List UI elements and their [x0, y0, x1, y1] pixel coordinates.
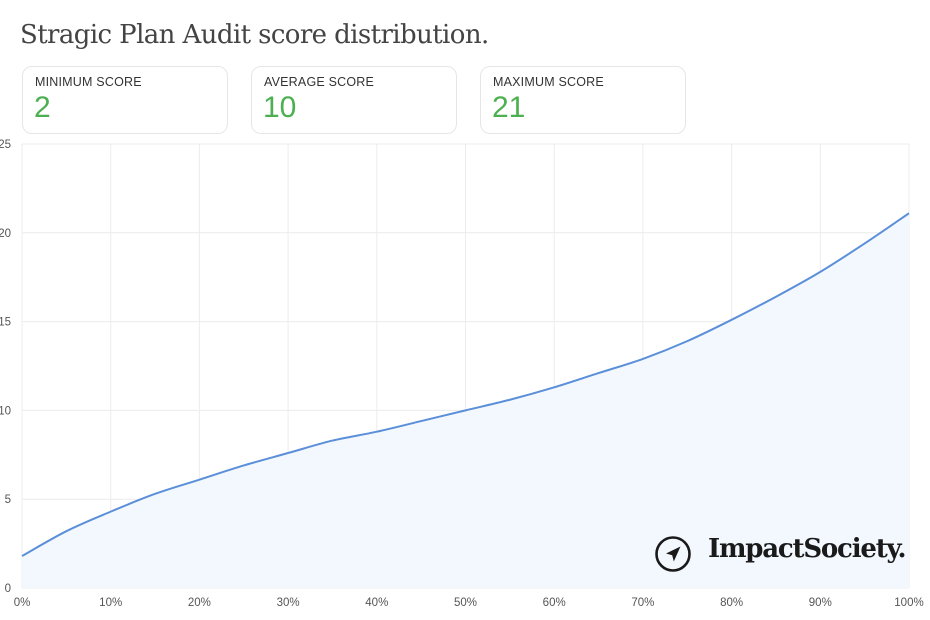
area-layer	[21, 212, 910, 588]
x-tick-label: 50%	[454, 597, 477, 609]
minimum-score-value: 2	[34, 91, 51, 124]
x-tick-label: 30%	[277, 597, 300, 609]
chart-title: Stragic Plan Audit score distribution.	[20, 20, 489, 50]
y-tick-label: 10	[0, 405, 11, 417]
tick-labels: 0% 10% 20% 30% 40% 50% 60% 70% 80% 90% 100% 0 5 10 15 2…	[0, 139, 924, 609]
x-tick-label: 10%	[99, 597, 122, 609]
series-line	[21, 212, 910, 557]
minimum-score-card: MINIMUM SCORE 2	[22, 66, 228, 134]
y-tick-label: 0	[5, 583, 11, 595]
x-tick-label: 60%	[543, 597, 566, 609]
x-tick-label: 20%	[188, 597, 211, 609]
average-score-card: AVERAGE SCORE 10	[251, 66, 457, 134]
maximum-score-value: 21	[492, 91, 526, 124]
x-tick-label: 40%	[365, 597, 388, 609]
y-tick-label: 15	[0, 317, 11, 329]
y-tick-label: 20	[0, 228, 11, 240]
average-score-label: AVERAGE SCORE	[264, 75, 375, 89]
average-score-value: 10	[263, 91, 297, 124]
y-tick-label: 5	[5, 494, 11, 506]
y-tick-label: 25	[0, 139, 11, 151]
maximum-score-card: MAXIMUM SCORE 21	[480, 66, 686, 134]
x-tick-label: 0%	[14, 597, 31, 609]
x-tick-label: 80%	[720, 597, 743, 609]
x-tick-label: 100%	[894, 597, 923, 609]
area-fill	[22, 213, 909, 588]
maximum-score-label: MAXIMUM SCORE	[493, 75, 604, 89]
compass-arrow-icon	[655, 536, 691, 572]
impactsociety-logo: ImpactSociety.	[708, 534, 906, 564]
x-tick-label: 70%	[631, 597, 654, 609]
x-tick-label: 90%	[809, 597, 832, 609]
minimum-score-label: MINIMUM SCORE	[35, 75, 142, 89]
